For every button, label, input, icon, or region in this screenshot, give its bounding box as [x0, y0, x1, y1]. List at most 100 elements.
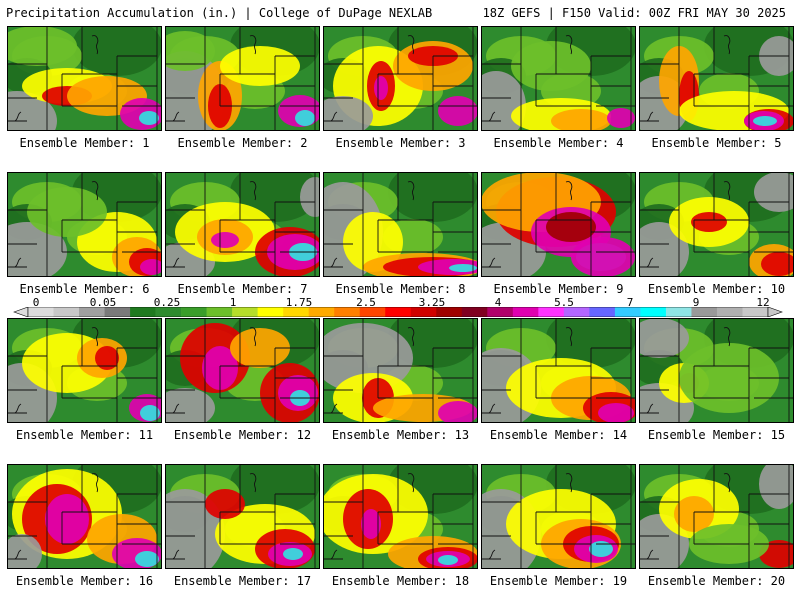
- ensemble-panel: Ensemble Member: 9: [481, 172, 636, 304]
- member-label: Ensemble Member: 10: [647, 282, 786, 296]
- member-label: Ensemble Member: 16: [15, 574, 154, 588]
- colorbar-swatch: [461, 307, 488, 317]
- ensemble-panel: Ensemble Member: 14: [481, 318, 636, 450]
- member-label: Ensemble Member: 1: [19, 136, 150, 150]
- colorbar-swatch: [640, 307, 667, 317]
- ensemble-panel: Ensemble Member: 18: [323, 464, 478, 596]
- colorbar-swatch: [665, 307, 692, 317]
- colorbar-tick-label: 0.25: [153, 296, 181, 309]
- colorbar-tick-label: 0.05: [89, 296, 117, 309]
- colorbar-swatch: [283, 307, 309, 317]
- colorbar-swatch: [410, 307, 437, 317]
- colorbar-arrow-left: [13, 307, 29, 317]
- precip-map: [481, 318, 636, 423]
- colorbar-tick-label: 7: [626, 296, 634, 309]
- precip-map: [7, 464, 162, 569]
- ensemble-panel: Ensemble Member: 17: [165, 464, 320, 596]
- colorbar-arrow-right: [767, 307, 783, 317]
- member-label: Ensemble Member: 15: [647, 428, 786, 442]
- precip-map: [323, 464, 478, 569]
- run-valid-info: 18Z GEFS | F150 Valid: 00Z FRI MAY 30 20…: [482, 6, 786, 20]
- member-label: Ensemble Member: 12: [173, 428, 312, 442]
- ensemble-panel: Ensemble Member: 2: [165, 26, 320, 158]
- member-label: Ensemble Member: 4: [493, 136, 624, 150]
- precip-map: [323, 172, 478, 277]
- colorbar-swatch: [512, 307, 539, 317]
- colorbar-swatch: [487, 307, 514, 317]
- colorbar-swatch: [308, 307, 335, 317]
- member-label: Ensemble Member: 2: [177, 136, 308, 150]
- precip-map: [639, 318, 794, 423]
- precip-map: [7, 318, 162, 423]
- ensemble-panel: Ensemble Member: 7: [165, 172, 320, 304]
- colorbar-tick-label: 1: [229, 296, 237, 309]
- precip-map: [165, 464, 320, 569]
- precip-map: [165, 26, 320, 131]
- colorbar-swatch: [385, 307, 412, 317]
- precip-map: [323, 318, 478, 423]
- member-label: Ensemble Member: 18: [331, 574, 470, 588]
- ensemble-panel: Ensemble Member: 20: [639, 464, 794, 596]
- ensemble-panel: Ensemble Member: 19: [481, 464, 636, 596]
- colorbar-swatch: [563, 307, 590, 317]
- precip-map: [639, 26, 794, 131]
- colorbar-tick-label: 3.25: [418, 296, 446, 309]
- precip-map: [481, 464, 636, 569]
- precip-colorbar: 0 0.05 0.25 1 1.75 2.5 3.25 4 5.5 7 9 12: [0, 296, 800, 318]
- ensemble-panel: Ensemble Member: 15: [639, 318, 794, 450]
- colorbar-swatch: [436, 307, 463, 317]
- ensemble-panel: Ensemble Member: 10: [639, 172, 794, 304]
- member-label: Ensemble Member: 19: [489, 574, 628, 588]
- colorbar-swatch: [716, 307, 743, 317]
- colorbar-labels: 0 0.05 0.25 1 1.75 2.5 3.25 4 5.5 7 9 12: [0, 296, 800, 309]
- colorbar-swatch: [538, 307, 565, 317]
- colorbar-tick-label: 12: [756, 296, 770, 309]
- colorbar-tick-label: 0: [32, 296, 40, 309]
- precip-map: [639, 172, 794, 277]
- colorbar-swatch: [334, 307, 361, 317]
- ensemble-panel: Ensemble Member: 5: [639, 26, 794, 158]
- colorbar-scale: [13, 307, 783, 317]
- colorbar-swatch: [691, 307, 718, 317]
- member-label: Ensemble Member: 5: [651, 136, 782, 150]
- member-label: Ensemble Member: 13: [331, 428, 470, 442]
- member-label: Ensemble Member: 9: [493, 282, 624, 296]
- member-label: Ensemble Member: 11: [15, 428, 154, 442]
- colorbar-swatch: [206, 307, 233, 317]
- colorbar-tick-label: 2.5: [356, 296, 376, 309]
- member-label: Ensemble Member: 7: [177, 282, 308, 296]
- colorbar-swatch: [257, 307, 284, 317]
- member-label: Ensemble Member: 3: [335, 136, 466, 150]
- colorbar-swatch: [155, 307, 182, 317]
- colorbar-swatch: [28, 307, 54, 317]
- colorbar-swatch: [104, 307, 131, 317]
- colorbar-swatch: [589, 307, 616, 317]
- ensemble-panel: Ensemble Member: 13: [323, 318, 478, 450]
- colorbar-swatch: [232, 307, 258, 317]
- colorbar-tick-label: 9: [692, 296, 700, 309]
- member-label: Ensemble Member: 14: [489, 428, 628, 442]
- colorbar-tick-label: 1.75: [285, 296, 313, 309]
- ensemble-panel: Ensemble Member: 16: [7, 464, 162, 596]
- precip-map: [7, 26, 162, 131]
- colorbar-swatch: [53, 307, 80, 317]
- ensemble-panel: Ensemble Member: 1: [7, 26, 162, 158]
- ensemble-panel: Ensemble Member: 11: [7, 318, 162, 450]
- precip-map: [323, 26, 478, 131]
- colorbar-swatch: [359, 307, 386, 317]
- member-label: Ensemble Member: 20: [647, 574, 786, 588]
- precip-map: [639, 464, 794, 569]
- precip-map: [7, 172, 162, 277]
- member-label: Ensemble Member: 8: [335, 282, 466, 296]
- ensemble-panel: Ensemble Member: 6: [7, 172, 162, 304]
- colorbar-tick-label: 4: [494, 296, 502, 309]
- header: Precipitation Accumulation (in.) | Colle…: [0, 0, 800, 24]
- ensemble-panel: Ensemble Member: 12: [165, 318, 320, 450]
- precip-map: [165, 172, 320, 277]
- precip-map: [165, 318, 320, 423]
- member-label: Ensemble Member: 6: [19, 282, 150, 296]
- member-label: Ensemble Member: 17: [173, 574, 312, 588]
- colorbar-swatch: [742, 307, 769, 317]
- colorbar-swatch: [181, 307, 207, 317]
- colorbar-swatch: [614, 307, 641, 317]
